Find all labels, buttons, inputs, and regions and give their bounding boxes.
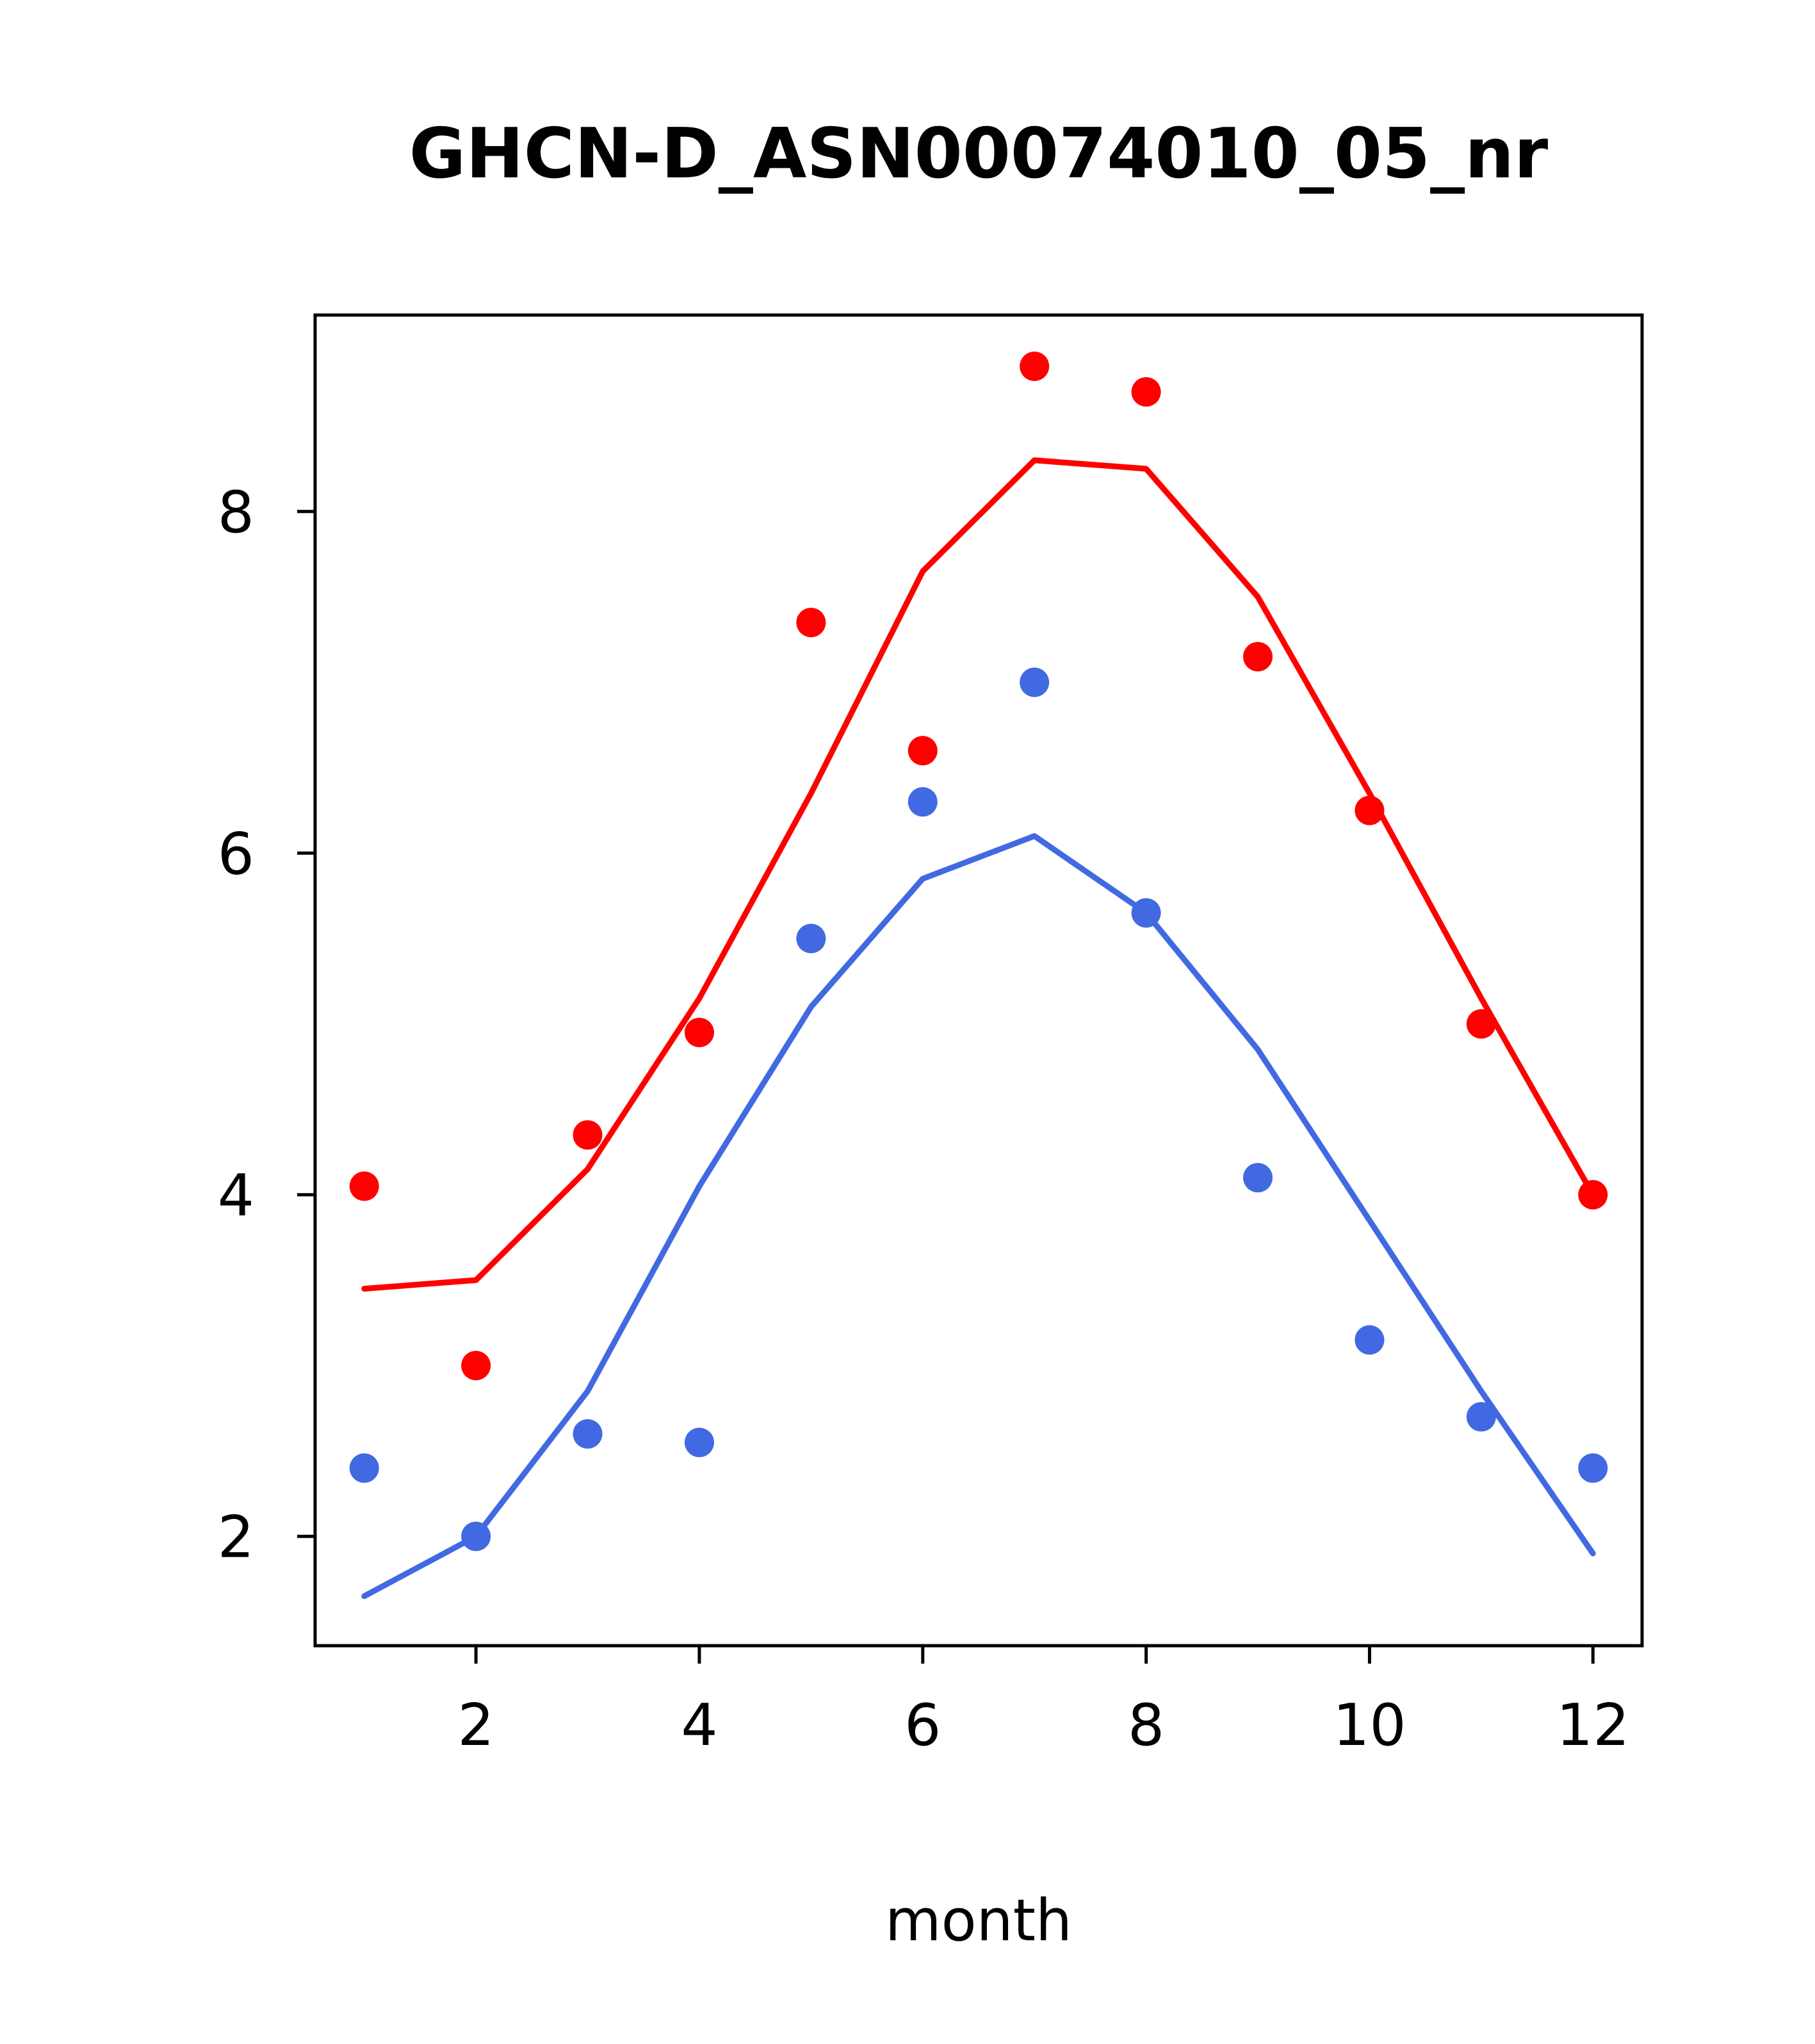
- plot-area: 2 4 6 8 10 12 2 4 6 8: [218, 313, 1644, 1759]
- x-tick-label: 6: [904, 1692, 941, 1759]
- y-tick-label: 4: [218, 1162, 254, 1229]
- red-points-marker: [573, 1120, 603, 1150]
- chart-title: GHCN-D_ASN00074010_05_nr: [409, 114, 1549, 194]
- red-points-marker: [1578, 1180, 1608, 1210]
- x-axis-label: month: [885, 1887, 1072, 1954]
- blue-points-marker: [907, 787, 938, 817]
- red-points-marker: [461, 1350, 491, 1381]
- blue-points-marker: [684, 1427, 714, 1457]
- blue-points-marker: [573, 1419, 603, 1449]
- blue-points-marker: [349, 1453, 379, 1483]
- blue-points-marker: [1466, 1402, 1496, 1432]
- plot-box: [313, 313, 1644, 1648]
- red-points-marker: [1020, 352, 1050, 382]
- red-points-marker: [1243, 642, 1273, 672]
- blue-points-marker: [1131, 898, 1161, 928]
- blue-points-marker: [796, 923, 826, 953]
- y-tick-label: 6: [218, 820, 254, 888]
- x-tick-label: 8: [1128, 1692, 1164, 1759]
- red-points-marker: [1355, 795, 1385, 825]
- red-points-marker: [349, 1171, 379, 1201]
- x-tick-label: 4: [681, 1692, 717, 1759]
- red-points-marker: [1131, 377, 1161, 407]
- x-tick-label: 12: [1556, 1692, 1630, 1759]
- blue-points-marker: [1020, 667, 1050, 697]
- y-tick-label: 8: [218, 479, 254, 546]
- red-fit-line: [361, 457, 1596, 1292]
- blue-points-marker: [1578, 1453, 1608, 1483]
- red-points-marker: [796, 608, 826, 638]
- blue-points-marker: [461, 1521, 491, 1552]
- red-points-marker: [684, 1018, 714, 1048]
- x-tick-label: 2: [458, 1692, 494, 1759]
- red-points-marker: [907, 736, 938, 766]
- y-tick-label: 2: [218, 1504, 254, 1571]
- blue-fit-line: [361, 833, 1596, 1600]
- blue-points-marker: [1243, 1163, 1273, 1193]
- red-points-marker: [1466, 1009, 1496, 1039]
- blue-points-marker: [1355, 1325, 1385, 1355]
- x-tick-label: 10: [1333, 1692, 1406, 1759]
